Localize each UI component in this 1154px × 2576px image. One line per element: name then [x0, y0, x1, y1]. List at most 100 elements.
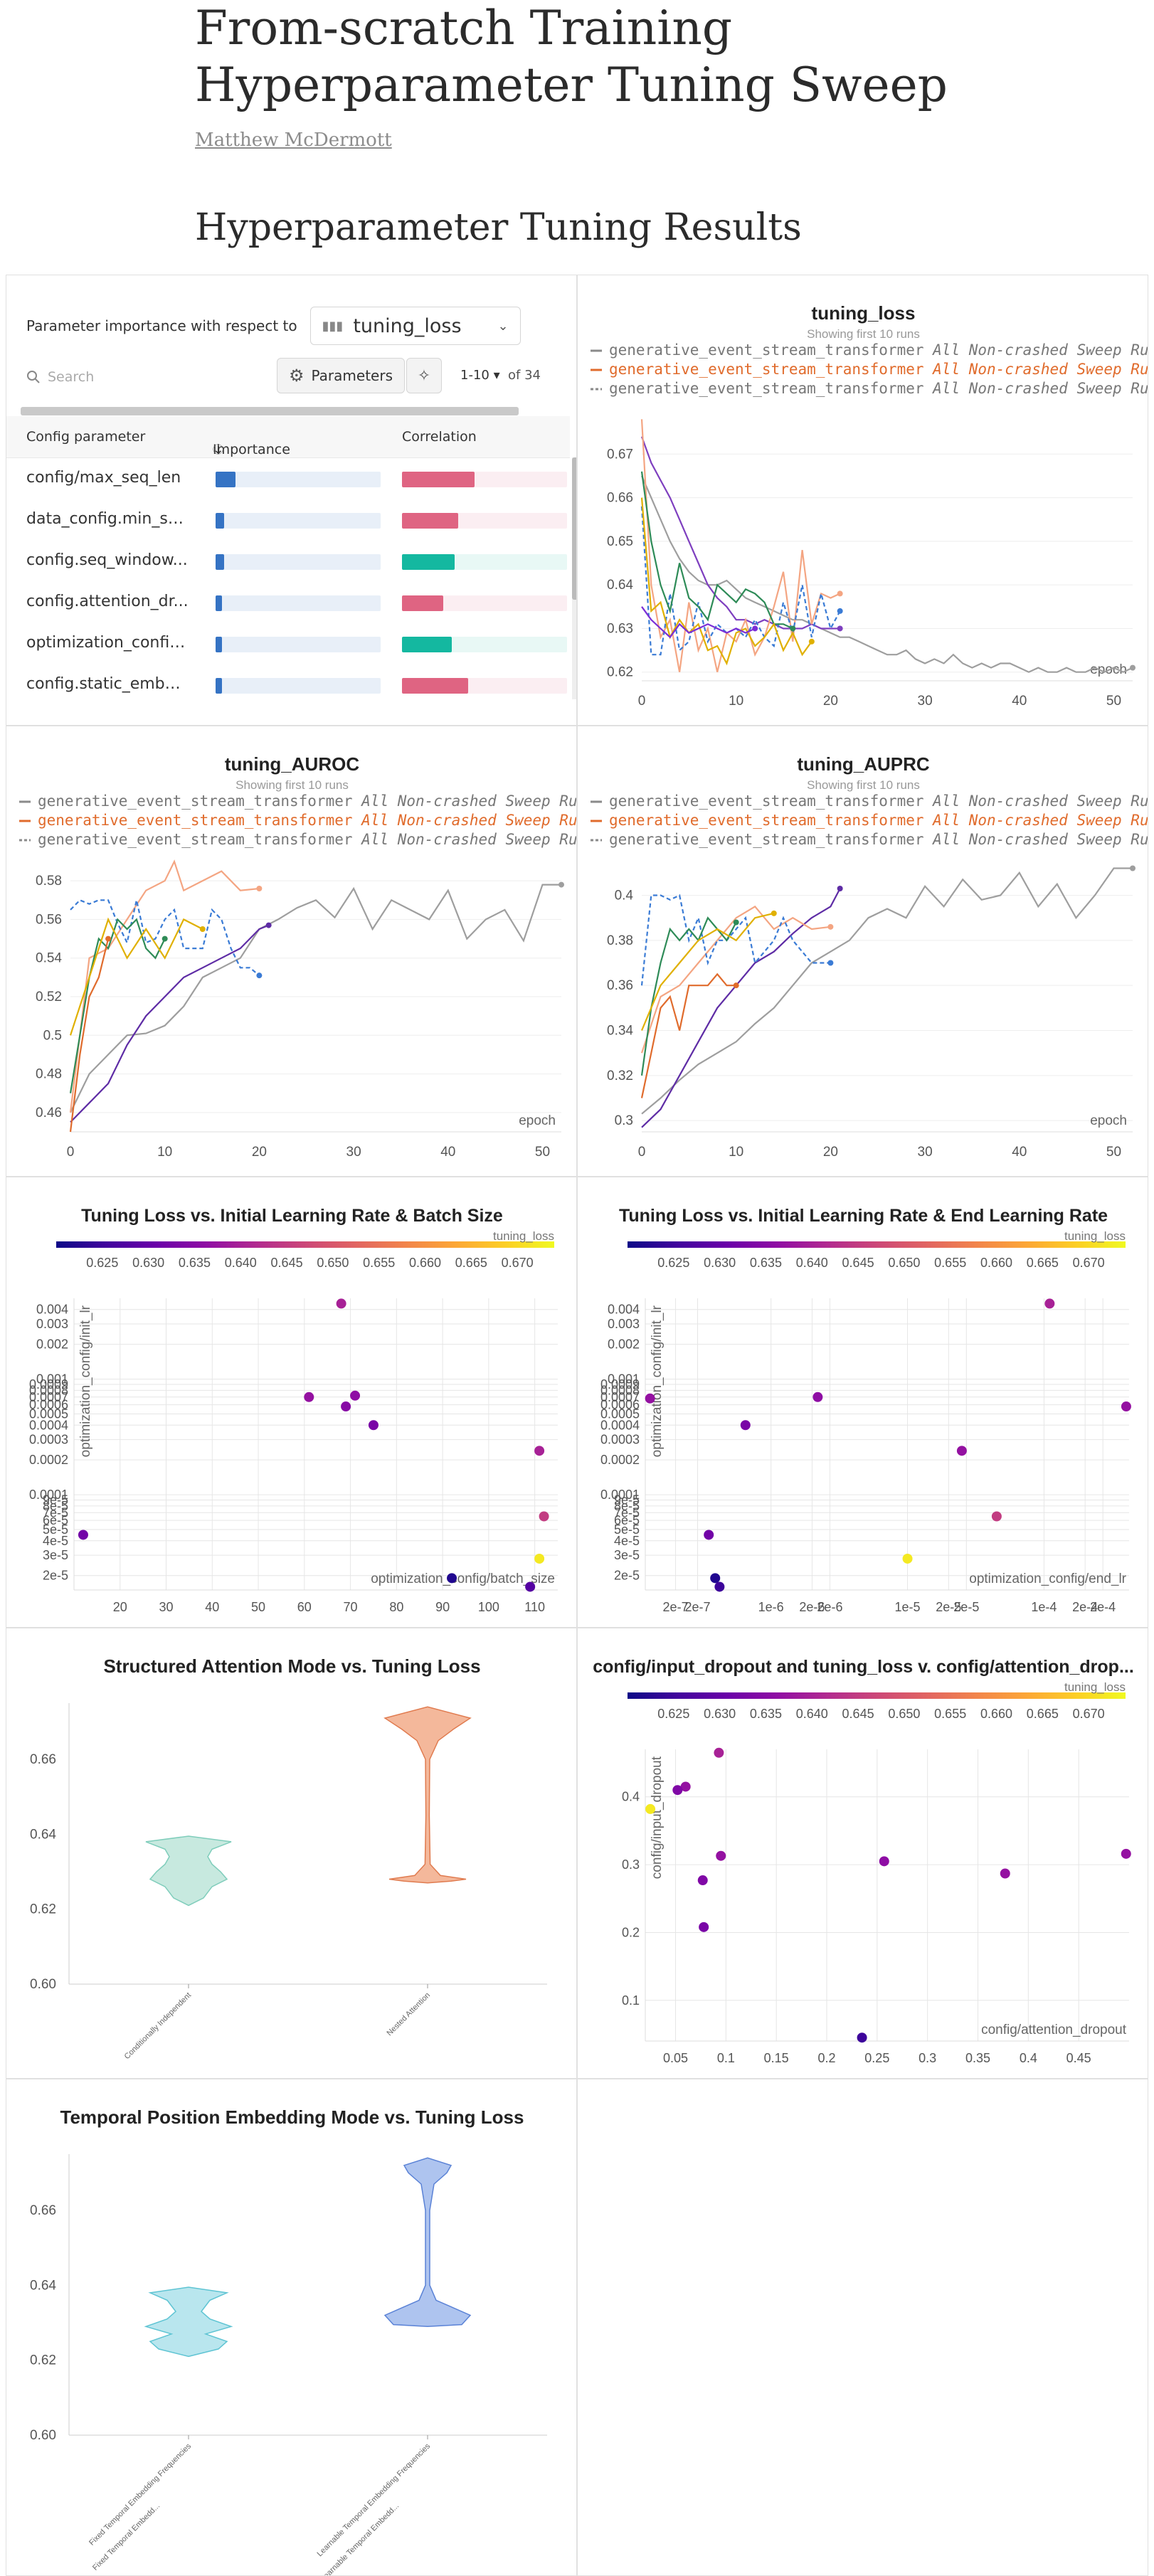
scatter-point — [902, 1553, 913, 1564]
y-tick-label: 0.0008 — [29, 1383, 68, 1397]
table-row[interactable]: config.static_embed... — [6, 664, 570, 705]
chevron-down-icon: ⌄ — [497, 318, 509, 334]
y-tick-label: 0.54 — [36, 951, 62, 966]
colorbar-tick-label: 0.635 — [179, 1256, 211, 1270]
scatter-point — [336, 1298, 346, 1309]
correlation-bar-track — [402, 595, 567, 611]
magic-wand-button[interactable]: ✧ — [406, 358, 442, 393]
table-row[interactable]: data_config.min_se... — [6, 499, 570, 540]
colorbar-tick-label: 0.630 — [704, 1256, 736, 1270]
violin-shape — [383, 1706, 472, 1884]
lr-batch-scatter-panel: Tuning Loss vs. Initial Learning Rate & … — [6, 1177, 577, 1628]
parameters-button[interactable]: ⚙ Parameters — [277, 358, 405, 393]
correlation-bar — [402, 472, 475, 487]
y-tick-label: 6e-5 — [43, 1513, 68, 1527]
correlation-bar — [402, 678, 468, 694]
y-tick-label: 0.60 — [30, 1977, 56, 1992]
table-row[interactable]: config.seq_window... — [6, 540, 570, 581]
series-endpoint — [733, 982, 739, 989]
col-config-parameter[interactable]: Config parameter — [26, 429, 146, 445]
table-row[interactable]: config.attention_dr... — [6, 581, 570, 622]
table-row[interactable]: optimization_config... — [6, 622, 570, 664]
y-tick-label: 0.0004 — [600, 1418, 640, 1432]
y-tick-label: 0.4 — [615, 889, 634, 903]
colorbar-tick-label: 0.625 — [657, 1256, 689, 1270]
y-tick-label: 0.0007 — [29, 1390, 68, 1404]
y-tick-label: 0.62 — [30, 1902, 56, 1917]
series-endpoint — [1130, 664, 1136, 671]
scatter-point — [525, 1581, 536, 1592]
y-tick-label: 0.1 — [622, 1993, 640, 2008]
page-size-select[interactable]: 1-10 ▾ — [460, 368, 500, 383]
colorbar-tick-label: 0.655 — [934, 1256, 966, 1270]
importance-bar-track — [216, 472, 381, 487]
scatter-point — [740, 1420, 751, 1431]
y-tick-label: 0.64 — [30, 2278, 56, 2293]
vertical-scrollbar-thumb[interactable] — [572, 457, 576, 600]
x-axis-label: epoch — [1090, 1113, 1127, 1128]
x-tick-label: 2e-5 — [953, 1600, 979, 1614]
y-tick-label: 2e-5 — [43, 1569, 68, 1583]
y-tick-label: 0.3 — [615, 1113, 633, 1128]
scatter-point — [704, 1530, 714, 1540]
x-tick-label: 2e-4 — [1072, 1600, 1098, 1614]
param-name: config.seq_window... — [26, 551, 188, 569]
colorbar-tick-label: 0.645 — [271, 1256, 303, 1270]
importance-bar — [216, 595, 223, 611]
y-tick-label: 6e-5 — [614, 1513, 640, 1527]
colorbar-tick-label: 0.645 — [842, 1707, 874, 1721]
y-tick-label: 4e-5 — [614, 1534, 640, 1548]
colorbar-tick-label: 0.670 — [1073, 1707, 1105, 1721]
runs-note: Showing first 10 runs — [807, 778, 920, 792]
legend-entry: generative_event_stream_transformer All … — [38, 793, 577, 810]
horizontal-scrollbar[interactable] — [21, 407, 519, 415]
x-tick-label: 0 — [67, 1145, 75, 1160]
y-axis-label: config/input_dropout — [650, 1756, 665, 1879]
y-tick-label: 0.0005 — [29, 1407, 68, 1421]
x-tick-label: 40 — [205, 1600, 219, 1614]
y-tick-label: 3e-5 — [614, 1548, 640, 1562]
colorbar — [628, 1692, 1126, 1699]
scatter-point — [645, 1393, 655, 1404]
series-endpoint — [837, 590, 843, 597]
y-tick-label: 4e-5 — [43, 1534, 68, 1548]
x-tick-label: 0.1 — [717, 2051, 735, 2065]
y-tick-label: 0.62 — [607, 665, 633, 680]
series-endpoint — [837, 625, 843, 632]
col-correlation[interactable]: Correlation — [402, 429, 477, 445]
info-icon: ⓘ — [213, 443, 224, 456]
x-tick-label: 20 — [823, 694, 838, 709]
table-row[interactable]: config/max_seq_len — [6, 457, 570, 499]
x-tick-label: 2e-7 — [663, 1600, 689, 1614]
x-tick-label: 0.4 — [1020, 2051, 1037, 2065]
x-tick-label: 0 — [638, 1145, 646, 1160]
y-tick-label: 9e-5 — [43, 1493, 68, 1507]
colorbar-label: tuning_loss — [493, 1229, 554, 1243]
y-tick-label: 0.003 — [608, 1317, 640, 1331]
x-tick-label: Conditionally Independent — [123, 1991, 193, 2061]
colorbar-tick-label: 0.645 — [842, 1256, 874, 1270]
lr-endlr-scatter-panel: Tuning Loss vs. Initial Learning Rate & … — [577, 1177, 1148, 1628]
y-tick-label: 9e-5 — [614, 1493, 640, 1507]
author-link[interactable]: Matthew McDermott — [195, 129, 392, 151]
series-line — [70, 899, 260, 976]
colorbar-tick-label: 0.670 — [502, 1256, 534, 1270]
importance-bar — [216, 554, 224, 570]
series-endpoint — [105, 935, 112, 942]
metric-select[interactable]: ▮▮▮ tuning_loss ⌄ — [309, 307, 521, 345]
report-title-line1: From-scratch Training — [195, 1, 733, 55]
y-tick-label: 0.56 — [36, 912, 62, 927]
runs-note: Showing first 10 runs — [807, 327, 920, 341]
x-tick-label: 50 — [535, 1145, 550, 1160]
legend-entry: generative_event_stream_transformer All … — [38, 812, 577, 829]
series-endpoint — [837, 608, 843, 614]
y-tick-label: 3e-5 — [43, 1548, 68, 1562]
y-tick-label: 0.0005 — [600, 1407, 640, 1421]
parameter-search[interactable]: Search — [26, 369, 94, 385]
colorbar-tick-label: 0.650 — [888, 1256, 920, 1270]
series-line — [641, 888, 841, 1128]
arrow-down-icon: ↓ — [213, 442, 224, 457]
search-icon — [27, 371, 40, 383]
